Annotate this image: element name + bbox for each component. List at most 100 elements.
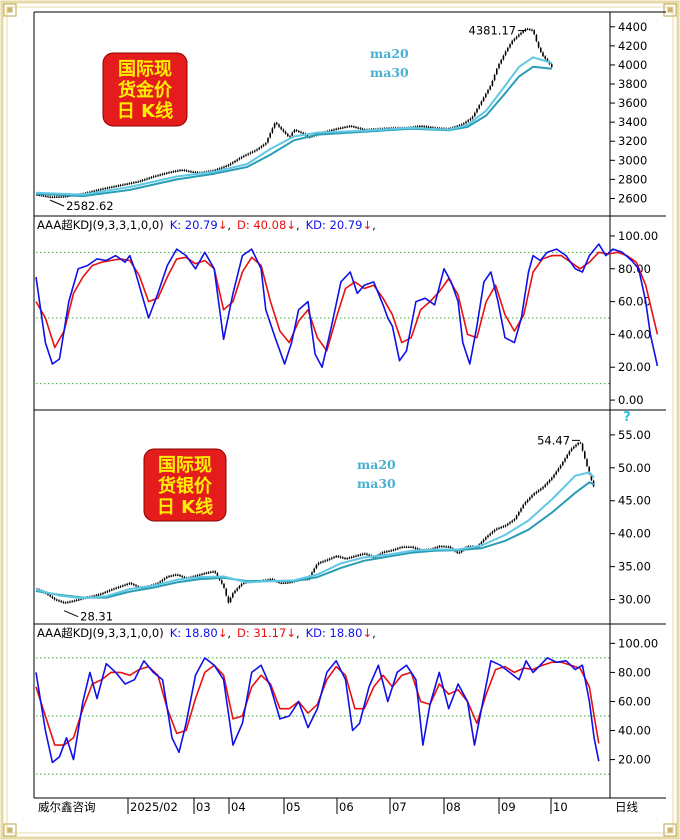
candle-body — [80, 598, 82, 600]
candle-body — [271, 579, 274, 581]
badge-line: 货银价 — [158, 475, 213, 497]
candle-body — [238, 586, 241, 589]
candle-body — [240, 583, 243, 586]
candle-body — [357, 127, 359, 129]
candle-body — [491, 531, 494, 534]
candle-body — [119, 185, 122, 187]
y-tick-label: 0.00 — [618, 393, 644, 407]
candle-body — [67, 602, 69, 604]
candle-body — [564, 458, 566, 462]
candle-body — [216, 169, 219, 171]
candle-body — [93, 190, 95, 192]
candle-body — [159, 174, 161, 176]
candle-body — [126, 183, 128, 185]
candle-body — [328, 558, 331, 560]
candle-body — [460, 550, 463, 553]
candle-body — [487, 535, 489, 538]
candle-body — [111, 186, 113, 188]
kd-value: KD: 20.79 — [306, 218, 363, 232]
month-label: 06 — [339, 800, 354, 814]
candle-body — [355, 127, 357, 129]
candle-body — [520, 32, 522, 35]
candle-body — [117, 587, 120, 589]
candle-body — [467, 546, 469, 548]
candle-body — [315, 564, 318, 569]
candle-body — [234, 160, 236, 163]
candle-body — [62, 601, 65, 603]
candle-body — [148, 177, 150, 179]
candle-body — [236, 588, 238, 591]
candle-body — [73, 600, 76, 602]
candle-body — [97, 594, 100, 596]
candle-body — [225, 165, 227, 167]
candle-body — [161, 579, 164, 582]
corner-ornament-square — [663, 823, 677, 837]
candle-body — [447, 546, 450, 548]
candle-body — [522, 31, 524, 33]
candle-body — [177, 170, 179, 172]
candle-body — [95, 595, 98, 597]
candle-body — [89, 191, 91, 193]
candle-body — [135, 181, 137, 183]
source-label: 威尔鑫咨询 — [38, 800, 96, 814]
indicator-header: AAA超KDJ(9,3,3,1,0,0) K: 20.79↓, D: 40.08↓,… — [37, 218, 376, 232]
candle-body — [168, 576, 170, 578]
candle-body — [221, 580, 223, 584]
candle-body — [425, 126, 428, 128]
indicator: AAA超KDJ(9,3,3,1,0,0) — [37, 218, 164, 232]
candle-body — [170, 575, 172, 577]
candle-body — [104, 188, 106, 190]
y-tick-label: 3400 — [618, 115, 647, 129]
low-label: 28.31 — [80, 610, 113, 624]
candle-body — [333, 556, 335, 558]
candle-body — [284, 582, 287, 584]
y-tick-label: 45.00 — [618, 494, 651, 508]
candle-body — [133, 182, 135, 184]
y-tick-label: 4000 — [618, 58, 647, 72]
corner-ornament-dot — [667, 827, 673, 833]
separator: , — [227, 626, 231, 640]
candle-body — [471, 116, 474, 119]
candle-body — [232, 162, 234, 164]
candle-body — [75, 599, 78, 601]
candle-body — [546, 59, 549, 62]
badge-line: 日 K线 — [157, 496, 213, 518]
candle-body — [511, 520, 513, 523]
candle-body — [227, 165, 230, 167]
candle-body — [128, 583, 131, 585]
high-label: 54.47 — [537, 433, 570, 447]
candle-body — [366, 553, 368, 555]
candle-body — [383, 551, 386, 553]
indicator: AAA超KDJ(9,3,3,1,0,0) — [37, 626, 164, 640]
candle-body — [500, 527, 502, 529]
k-value: K: 18.80 — [170, 626, 218, 640]
candle-body — [507, 523, 509, 526]
y-tick-label: 80.00 — [618, 262, 651, 276]
candle-body — [95, 190, 98, 192]
candle-body — [282, 582, 285, 584]
candle-body — [548, 480, 551, 483]
candle-body — [207, 572, 210, 574]
candle-body — [157, 175, 159, 177]
candle-body — [194, 575, 197, 577]
candle-body — [289, 136, 291, 138]
candle-body — [577, 443, 579, 445]
candle-body — [232, 593, 234, 598]
y-tick-label: 100.00 — [618, 229, 658, 243]
candle-body — [394, 549, 397, 551]
candle-body — [276, 122, 278, 125]
high-label: 4381.17 — [469, 24, 517, 38]
candle-body — [513, 38, 516, 41]
candle-body — [166, 172, 168, 174]
candle-body — [71, 601, 73, 603]
candle-body — [203, 573, 205, 575]
d-line — [35, 251, 659, 352]
candle-body — [56, 599, 58, 601]
candle-body — [64, 602, 67, 604]
candle-body — [51, 596, 54, 598]
candle-body — [412, 546, 414, 548]
badge-line: 日 K线 — [117, 100, 173, 122]
candle-body — [313, 568, 315, 572]
candle-body — [559, 465, 562, 469]
candle-body — [47, 196, 49, 198]
